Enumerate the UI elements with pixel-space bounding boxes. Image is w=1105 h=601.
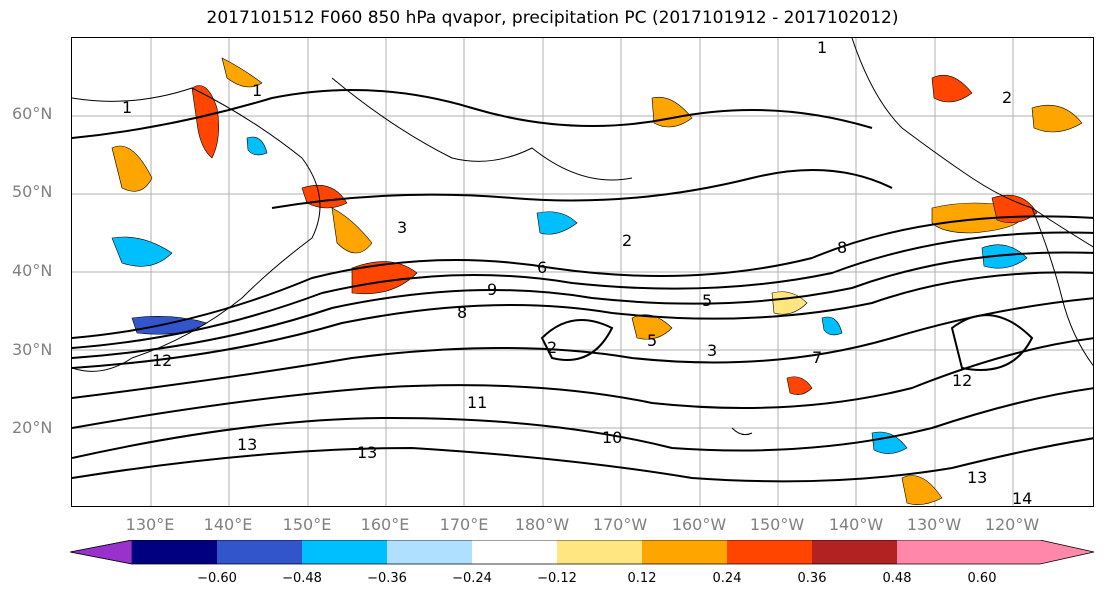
colorbar-segment-high-extend [982, 540, 1094, 564]
lon-label: 150°E [282, 515, 332, 534]
lat-label-50n: 50°N [12, 182, 53, 201]
colorbar-tick: −0.12 [537, 571, 577, 586]
colorbar-segment [302, 540, 387, 564]
coastlines [72, 38, 1093, 436]
contour-label: 5 [647, 331, 657, 350]
contour-label: 8 [837, 238, 847, 257]
contour-label: 5 [702, 291, 712, 310]
lat-label-30n: 30°N [12, 340, 53, 359]
colorbar-segment [727, 540, 812, 564]
contour-label: 8 [457, 303, 467, 322]
contour-label: 14 [1012, 489, 1032, 507]
map-canvas: 1 1 1 2 2 2 3 3 5 5 6 7 8 8 9 10 11 12 1… [72, 38, 1093, 507]
colorbar-segment [557, 540, 642, 564]
contour-label: 1 [817, 38, 827, 57]
colorbar-tick: 0.12 [627, 571, 657, 586]
colorbar-tick: −0.48 [282, 571, 322, 586]
lon-label: 150°W [749, 515, 805, 534]
graticule [72, 38, 1093, 506]
contour-label: 6 [537, 258, 547, 277]
colorbar-segment [132, 540, 217, 564]
colorbar-segment [217, 540, 302, 564]
colorbar [70, 540, 1095, 565]
colorbar-segment [472, 540, 557, 564]
colorbar-segment [897, 540, 982, 564]
negative-anomaly-shading [111, 136, 1028, 454]
lat-label-60n: 60°N [12, 104, 53, 123]
colorbar-tick: −0.36 [367, 571, 407, 586]
contour-label: 2 [622, 231, 632, 250]
lon-label: 140°W [828, 515, 884, 534]
contour-label: 3 [397, 218, 407, 237]
lon-label: 180°W [514, 515, 570, 534]
lon-label: 160°E [360, 515, 410, 534]
contour-label: 12 [952, 371, 972, 390]
contour-label: 2 [1002, 88, 1012, 107]
contour-label: 10 [602, 428, 622, 447]
contour-label: 2 [547, 338, 557, 357]
colorbar-segment [387, 540, 472, 564]
colorbar-tick: 0.24 [712, 571, 742, 586]
contour-labels: 1 1 1 2 2 2 3 3 5 5 6 7 8 8 9 10 11 12 1… [122, 38, 1032, 507]
lon-label: 170°E [439, 515, 489, 534]
lon-label: 160°W [671, 515, 727, 534]
colorbar-tick: −0.60 [197, 571, 237, 586]
lon-label: 120°W [984, 515, 1040, 534]
colorbar-tick: −0.24 [452, 571, 492, 586]
colorbar-segment [642, 540, 727, 564]
colorbar-tick: 0.60 [967, 571, 997, 586]
colorbar-segment-low-extend [70, 540, 133, 565]
qvapor-contours [72, 89, 1093, 483]
contour-label: 13 [967, 468, 987, 487]
colorbar-tick: 0.36 [797, 571, 827, 586]
contour-label: 1 [122, 98, 132, 117]
contour-label: 9 [487, 280, 497, 299]
contour-label: 7 [812, 348, 822, 367]
lon-label: 170°W [592, 515, 648, 534]
contour-label: 1 [252, 81, 262, 100]
contour-label: 13 [237, 435, 257, 454]
lon-label: 130°W [906, 515, 962, 534]
contour-label: 3 [707, 341, 717, 360]
lon-label: 130°E [125, 515, 175, 534]
lat-label-20n: 20°N [12, 418, 53, 437]
contour-label: 12 [152, 351, 172, 370]
colorbar-tick: 0.48 [882, 571, 912, 586]
lon-label: 140°E [203, 515, 253, 534]
contour-label: 13 [357, 443, 377, 462]
map-title: 2017101512 F060 850 hPa qvapor, precipit… [206, 8, 899, 28]
contour-label: 11 [467, 393, 487, 412]
map-panel: 1 1 1 2 2 2 3 3 5 5 6 7 8 8 9 10 11 12 1… [71, 37, 1094, 507]
colorbar-segment [812, 540, 897, 564]
lat-label-40n: 40°N [12, 261, 53, 280]
